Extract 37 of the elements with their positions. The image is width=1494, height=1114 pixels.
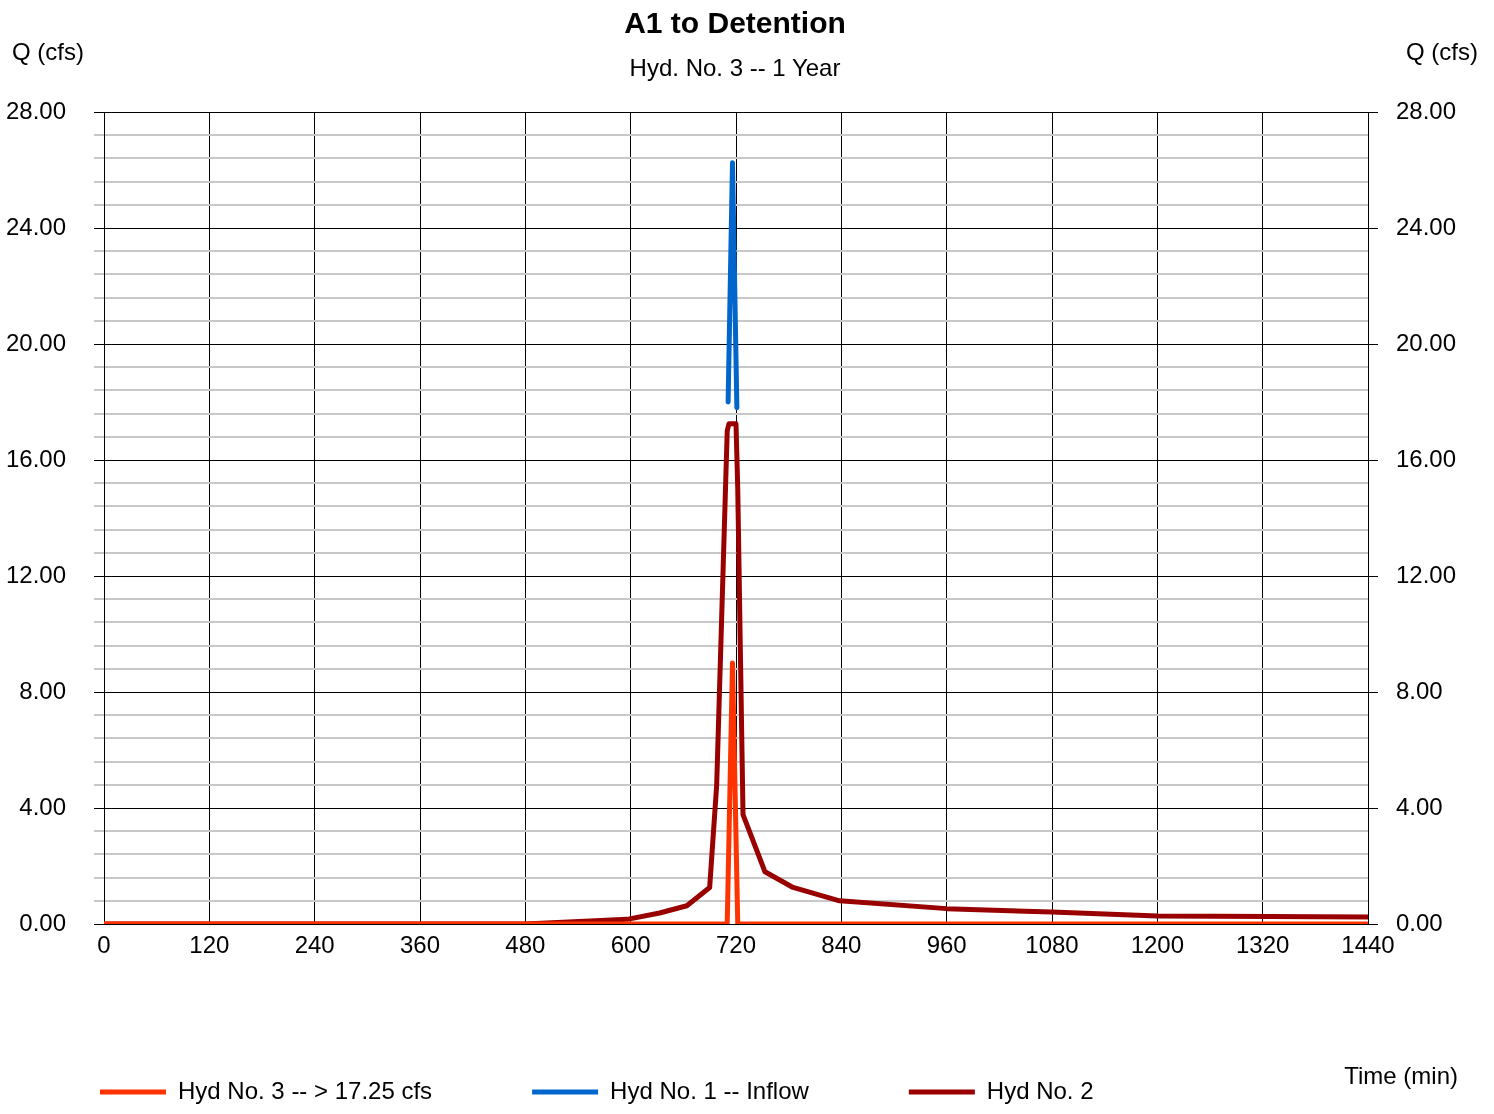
x-tick-label: 1200 xyxy=(1130,931,1185,959)
x-tick-label: 1080 xyxy=(1025,931,1079,959)
x-tick-label: 120 xyxy=(189,931,230,959)
chart-subtitle: Hyd. No. 3 -- 1 Year xyxy=(629,54,841,81)
y2-tick-label: 8.00 xyxy=(1396,676,1443,704)
y-tick-label: 8.00 xyxy=(19,676,66,704)
y-tick-label: 24.00 xyxy=(5,212,66,240)
y-tick-label: 12.00 xyxy=(5,560,66,588)
x-tick-label: 360 xyxy=(399,931,441,959)
y2-tick-label: 0.00 xyxy=(1396,908,1443,936)
x-tick-label: 1440 xyxy=(1341,931,1395,959)
x-tick-label: 0 xyxy=(97,931,111,959)
y-tick-label: 4.00 xyxy=(19,792,66,820)
y2-tick-label: 12.00 xyxy=(1396,560,1457,588)
x-tick-label: 840 xyxy=(821,931,862,959)
y2-tick-label: 4.00 xyxy=(1396,792,1443,820)
y-tick-label: 28.00 xyxy=(5,96,66,124)
y-tick-label: 0.00 xyxy=(19,908,66,936)
x-tick-label: 1320 xyxy=(1235,931,1290,959)
x-tick-label: 960 xyxy=(926,931,967,959)
y2-axis-title: Q (cfs) xyxy=(1406,38,1478,66)
x-axis-title: Time (min) xyxy=(1344,1062,1458,1090)
x-tick-label: 720 xyxy=(715,931,757,959)
chart-title: A1 to Detention xyxy=(624,6,846,39)
legend-label: Hyd No. 2 xyxy=(986,1076,1094,1104)
x-tick-label: 240 xyxy=(294,931,335,959)
y2-tick-label: 16.00 xyxy=(1396,444,1457,472)
y2-tick-label: 28.00 xyxy=(1396,96,1457,124)
legend-label: Hyd No. 3 -- > 17.25 cfs xyxy=(178,1076,433,1104)
y-tick-label: 20.00 xyxy=(5,328,66,356)
y-axis-title: Q (cfs) xyxy=(12,38,84,66)
y2-tick-label: 24.00 xyxy=(1396,212,1457,240)
y-tick-label: 16.00 xyxy=(5,444,66,472)
legend-label: Hyd No. 1 -- Inflow xyxy=(610,1076,810,1104)
x-tick-label: 480 xyxy=(505,931,546,959)
x-tick-label: 600 xyxy=(610,931,651,959)
y2-tick-label: 20.00 xyxy=(1396,328,1457,356)
